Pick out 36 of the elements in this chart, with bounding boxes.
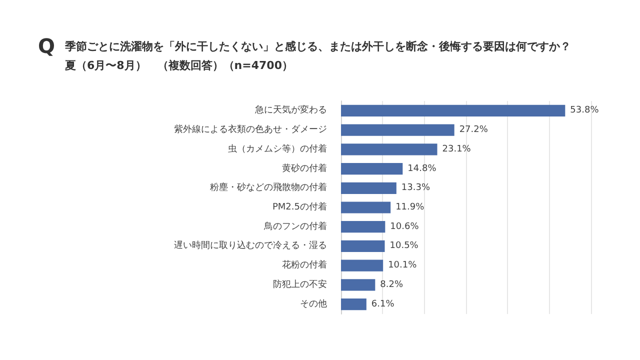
bar [341, 144, 438, 156]
data-label: 53.8% [570, 106, 600, 116]
data-label: 8.2% [380, 280, 404, 290]
text: Q [38, 34, 56, 58]
bar [341, 240, 385, 252]
y-tick-label: 遅い時間に取り込むので冷える・湿る [174, 240, 327, 252]
data-label: 6.1% [371, 299, 395, 310]
data-label: 14.8% [408, 164, 437, 174]
bar [341, 162, 403, 175]
bar [341, 221, 386, 233]
y-tick-label: 紫外線による衣類の色あせ・ダメージ [174, 124, 327, 136]
data-label: 27.2% [459, 125, 488, 136]
data-label: 23.1% [442, 144, 472, 154]
y-tick-label: 鳥のフンの付着 [263, 220, 327, 232]
y-tick-label: 急に天気が変わる [254, 104, 327, 116]
bar [341, 124, 454, 136]
y-tick-label: 黄砂の付着 [282, 162, 327, 174]
y-tick-label: 花粉の付着 [282, 260, 327, 271]
chart-title: 季節ごとに洗濯物を「外に干したくない」と感じる、または外干しを断念・後悔する要因は何ですか？ [64, 40, 571, 53]
data-label: 11.9% [396, 202, 425, 212]
bar [341, 202, 391, 214]
text: 夏（6月〜8月） （複数回答）（n=4700） [64, 59, 293, 72]
data-label: 10.5% [390, 241, 419, 252]
data-label: 13.3% [401, 183, 430, 194]
bar [341, 104, 566, 116]
data-label: 10.6% [390, 222, 420, 232]
bar [341, 298, 366, 310]
y-tick-label: その他 [300, 298, 327, 310]
y-tick-label: 防犯上の不安 [273, 278, 327, 290]
y-tick-label: 粉塵・砂などの飛散物の付着 [210, 182, 327, 194]
bar [341, 182, 396, 194]
data-label: 10.1% [388, 260, 418, 271]
y-tick-label: PM2.5の付着 [272, 202, 327, 212]
bar [341, 279, 376, 291]
bar [341, 260, 384, 272]
y-tick-label: 虫（カメムシ等）の付着 [228, 143, 327, 154]
